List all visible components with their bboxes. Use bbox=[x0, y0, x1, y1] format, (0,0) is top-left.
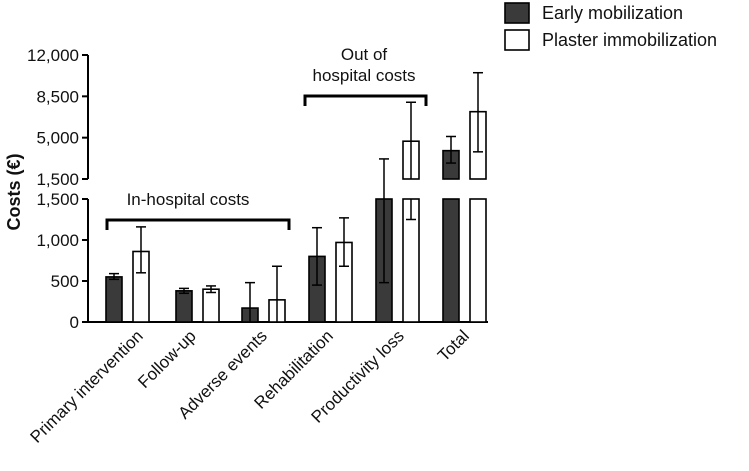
bar bbox=[442, 198, 460, 323]
in-hospital-label: In-hospital costs bbox=[127, 190, 250, 209]
bar bbox=[105, 276, 123, 323]
x-tick-label: Follow-up bbox=[134, 326, 200, 392]
y-upper-tick-label: 5,000 bbox=[36, 129, 79, 148]
legend: Early mobilization Plaster immobilization bbox=[504, 2, 717, 51]
y-upper-tick-label: 12,000 bbox=[27, 46, 79, 65]
y-axis-title: Costs (€) bbox=[4, 153, 24, 230]
legend-swatch bbox=[504, 2, 530, 24]
in-hospital-bracket bbox=[105, 218, 291, 230]
x-tick-label: Total bbox=[434, 326, 473, 365]
y-upper-tick-label: 8,500 bbox=[36, 87, 79, 106]
bar bbox=[175, 290, 193, 323]
y-lower-tick-label: 1,000 bbox=[36, 231, 79, 250]
out-of-hospital-label-line1: Out of bbox=[341, 45, 388, 64]
y-upper-tick-label: 1,500 bbox=[36, 170, 79, 189]
error-bars bbox=[109, 71, 483, 322]
legend-swatch bbox=[504, 29, 530, 51]
y-lower-tick-label: 500 bbox=[51, 272, 79, 291]
bars bbox=[105, 110, 487, 323]
legend-label: Plaster immobilization bbox=[542, 30, 717, 50]
y-lower-tick-label: 0 bbox=[70, 313, 79, 332]
legend-label: Early mobilization bbox=[542, 3, 683, 23]
bar bbox=[202, 288, 220, 323]
y-lower-tick-label: 1,500 bbox=[36, 190, 79, 209]
out-of-hospital-label-line2: hospital costs bbox=[313, 66, 416, 85]
bar bbox=[469, 198, 487, 323]
annotations: In-hospital costs Out of hospital costs bbox=[105, 45, 428, 230]
out-of-hospital-bracket bbox=[303, 94, 428, 106]
x-tick-label: Primary intervention bbox=[26, 326, 146, 446]
